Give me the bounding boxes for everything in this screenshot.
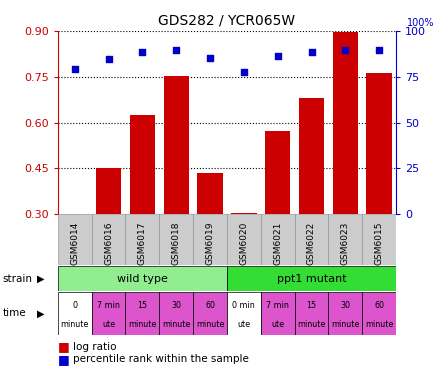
Bar	[367, 73, 392, 214]
Text: GSM6015: GSM6015	[375, 222, 384, 265]
Point	[105, 57, 112, 63]
FancyBboxPatch shape	[125, 214, 159, 265]
Text: minute: minute	[196, 320, 224, 329]
Text: wild type: wild type	[117, 273, 168, 284]
Text: GSM6017: GSM6017	[138, 222, 147, 265]
Text: time: time	[2, 308, 26, 318]
Title: GDS282 / YCR065W: GDS282 / YCR065W	[158, 13, 295, 27]
Text: minute: minute	[331, 320, 360, 329]
Point	[206, 55, 214, 60]
Text: minute: minute	[61, 320, 89, 329]
Text: ■: ■	[58, 340, 69, 354]
Text: ■: ■	[58, 353, 69, 366]
Text: 60: 60	[205, 301, 215, 310]
FancyBboxPatch shape	[58, 292, 92, 335]
Text: GSM6021: GSM6021	[273, 222, 282, 265]
FancyBboxPatch shape	[328, 292, 362, 335]
Point	[342, 48, 349, 53]
Text: minute: minute	[297, 320, 326, 329]
FancyBboxPatch shape	[159, 214, 193, 265]
Point	[308, 49, 315, 55]
Text: 30: 30	[340, 301, 350, 310]
FancyBboxPatch shape	[261, 292, 295, 335]
FancyBboxPatch shape	[92, 214, 125, 265]
Point	[376, 48, 383, 53]
Bar	[333, 32, 358, 214]
Text: minute: minute	[365, 320, 393, 329]
Text: 15: 15	[307, 301, 316, 310]
Text: GSM6016: GSM6016	[104, 222, 113, 265]
Bar	[164, 76, 189, 214]
Text: GSM6022: GSM6022	[307, 222, 316, 265]
Text: strain: strain	[2, 273, 32, 284]
Text: percentile rank within the sample: percentile rank within the sample	[73, 354, 249, 365]
Text: GSM6023: GSM6023	[341, 222, 350, 265]
Bar	[62, 213, 87, 214]
Text: 15: 15	[138, 301, 147, 310]
Bar	[96, 168, 121, 214]
Text: ute: ute	[102, 320, 115, 329]
Text: 0 min: 0 min	[232, 301, 255, 310]
Point	[173, 48, 180, 53]
Bar	[231, 213, 257, 214]
FancyBboxPatch shape	[227, 292, 261, 335]
Point	[139, 49, 146, 55]
Text: 0: 0	[72, 301, 77, 310]
FancyBboxPatch shape	[362, 292, 396, 335]
FancyBboxPatch shape	[328, 214, 362, 265]
Bar	[130, 115, 155, 214]
FancyBboxPatch shape	[58, 266, 227, 291]
Text: 7 min: 7 min	[97, 301, 120, 310]
Text: 30: 30	[171, 301, 181, 310]
Bar	[265, 131, 291, 214]
Text: minute: minute	[162, 320, 190, 329]
Bar	[299, 98, 324, 214]
FancyBboxPatch shape	[261, 214, 295, 265]
Text: log ratio: log ratio	[73, 342, 117, 352]
Text: ▶: ▶	[37, 308, 44, 318]
FancyBboxPatch shape	[193, 214, 227, 265]
Text: GSM6019: GSM6019	[206, 222, 214, 265]
Text: minute: minute	[128, 320, 157, 329]
Text: GSM6018: GSM6018	[172, 222, 181, 265]
Text: GSM6020: GSM6020	[239, 222, 248, 265]
FancyBboxPatch shape	[227, 214, 261, 265]
Point	[71, 66, 78, 72]
Text: ute: ute	[237, 320, 251, 329]
Text: 100%: 100%	[408, 18, 435, 28]
FancyBboxPatch shape	[295, 214, 328, 265]
FancyBboxPatch shape	[193, 292, 227, 335]
Point	[274, 53, 281, 59]
FancyBboxPatch shape	[159, 292, 193, 335]
Point	[240, 69, 247, 75]
Text: ute: ute	[271, 320, 284, 329]
FancyBboxPatch shape	[362, 214, 396, 265]
Text: GSM6014: GSM6014	[70, 222, 79, 265]
Text: ▶: ▶	[37, 273, 44, 284]
Text: ppt1 mutant: ppt1 mutant	[277, 273, 346, 284]
FancyBboxPatch shape	[295, 292, 328, 335]
Bar	[198, 173, 223, 214]
FancyBboxPatch shape	[227, 266, 396, 291]
Text: 7 min: 7 min	[266, 301, 289, 310]
FancyBboxPatch shape	[58, 214, 92, 265]
Text: 60: 60	[374, 301, 384, 310]
FancyBboxPatch shape	[92, 292, 125, 335]
FancyBboxPatch shape	[125, 292, 159, 335]
